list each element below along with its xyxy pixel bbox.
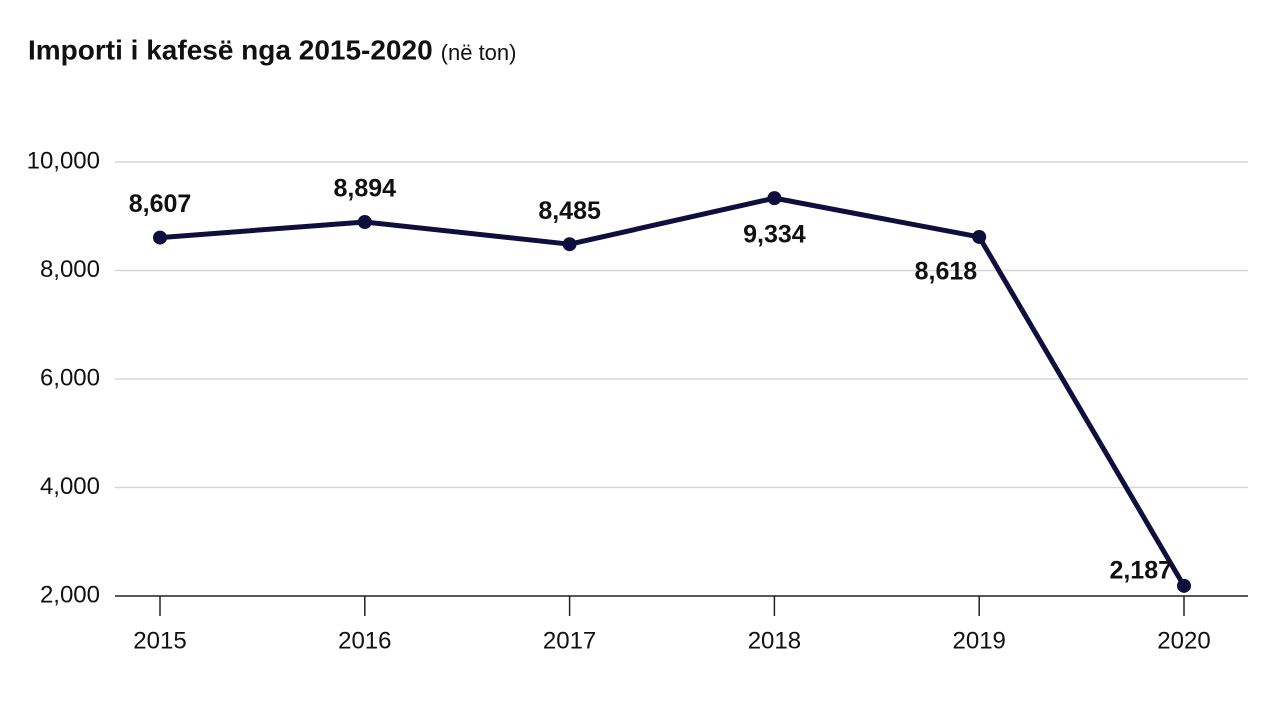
point — [972, 229, 987, 244]
y-tick-label: 10,000 — [27, 147, 100, 174]
x-tick-label: 2018 — [748, 627, 801, 654]
data-label: 8,618 — [915, 258, 978, 286]
point — [562, 237, 577, 252]
point — [767, 191, 782, 206]
x-tick-label: 2016 — [338, 627, 391, 654]
y-tick-label: 6,000 — [40, 364, 100, 391]
x-tick-label: 2015 — [133, 627, 186, 654]
data-label: 8,894 — [334, 175, 397, 203]
line — [159, 195, 1187, 588]
x-tick-label: 2020 — [1157, 627, 1210, 654]
x-tick-label: 2019 — [953, 627, 1006, 654]
chart-subtitle: (në ton) — [441, 40, 517, 65]
x-tick-label: 2017 — [543, 627, 596, 654]
chart-title: Importi i kafesë nga 2015-2020 — [28, 34, 433, 65]
y-tick-label: 2,000 — [40, 581, 100, 608]
data-label: 8,607 — [129, 190, 192, 218]
point — [153, 230, 167, 245]
y-tick-label: 8,000 — [40, 256, 100, 283]
point — [1177, 578, 1191, 593]
data-label: 8,485 — [538, 197, 601, 225]
y-tick-label: 4,000 — [40, 473, 100, 500]
data-label: 2,187 — [1109, 556, 1172, 584]
point — [357, 215, 372, 230]
data-label: 9,334 — [743, 221, 806, 249]
